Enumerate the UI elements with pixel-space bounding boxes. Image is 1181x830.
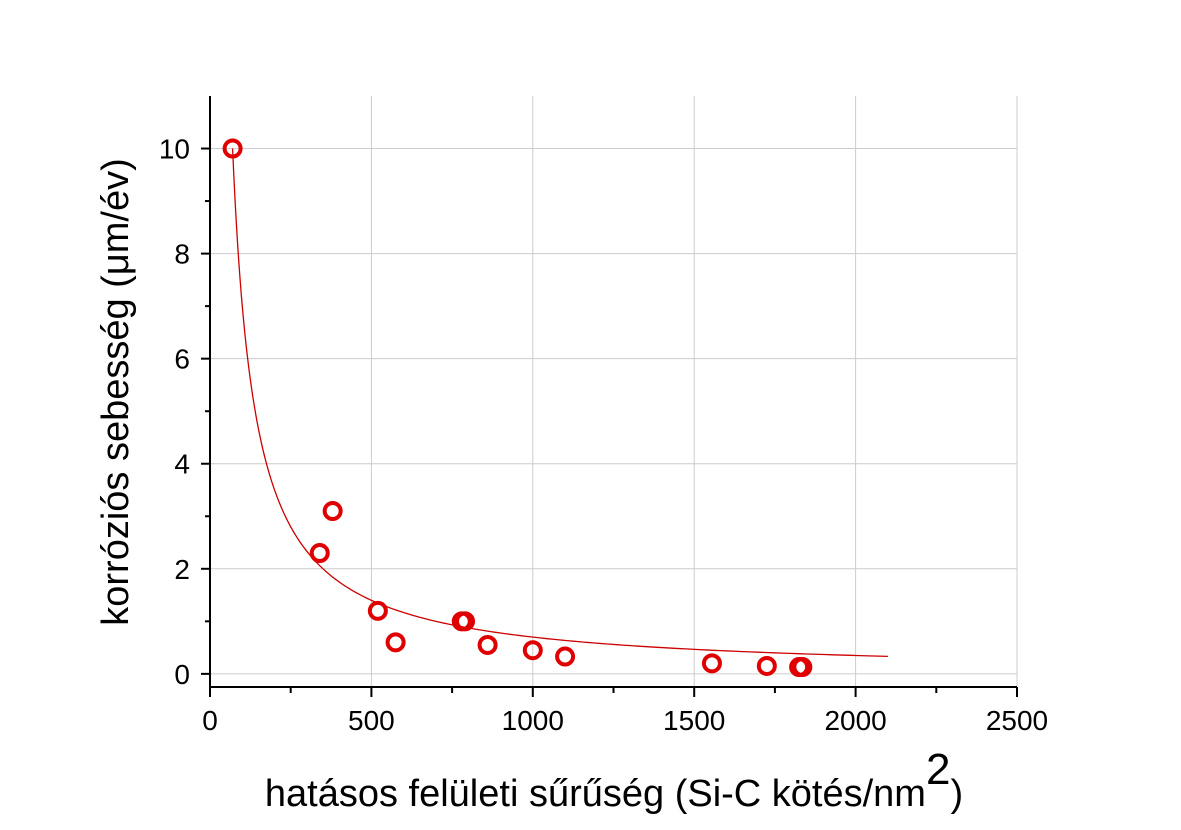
- data-point: [522, 640, 543, 661]
- x-tick-label: 1500: [663, 705, 725, 736]
- data-point: [756, 655, 777, 676]
- x-tick-label: 2000: [824, 705, 886, 736]
- y-tick-label: 8: [174, 239, 190, 270]
- data-point: [455, 611, 476, 632]
- x-tick-label: 1000: [502, 705, 564, 736]
- data-point: [477, 634, 498, 655]
- y-tick-label: 0: [174, 659, 190, 690]
- fit-curve: [231, 148, 888, 658]
- x-tick-label: 500: [348, 705, 395, 736]
- grid: [210, 96, 1018, 687]
- x-tick-label: 0: [202, 705, 218, 736]
- x-axis-title-superscript: 2: [926, 745, 950, 794]
- fit-curve-layer: [231, 148, 888, 658]
- y-tick-label: 10: [159, 134, 190, 165]
- y-tick-label: 4: [174, 449, 190, 480]
- data-point: [309, 543, 330, 564]
- data-point: [555, 646, 576, 667]
- data-point: [792, 657, 813, 678]
- y-tick-label: 2: [174, 554, 190, 585]
- data-points: [222, 138, 813, 678]
- data-point: [322, 501, 343, 522]
- data-point: [367, 600, 388, 621]
- tick-labels: 0 500 1000 1500 2000 2500 0 2 4 6 8 10: [159, 134, 1048, 736]
- data-point: [701, 653, 722, 674]
- x-tick-label: 2500: [986, 705, 1048, 736]
- axes: [201, 96, 1018, 697]
- y-tick-label: 6: [174, 344, 190, 375]
- y-axis-title: korróziós sebesség (μm/év): [95, 158, 137, 626]
- data-point: [385, 632, 406, 653]
- data-point: [222, 138, 243, 159]
- x-axis-title: hatásos felületi sűrűség (Si-C kötés/nm2…: [265, 745, 963, 815]
